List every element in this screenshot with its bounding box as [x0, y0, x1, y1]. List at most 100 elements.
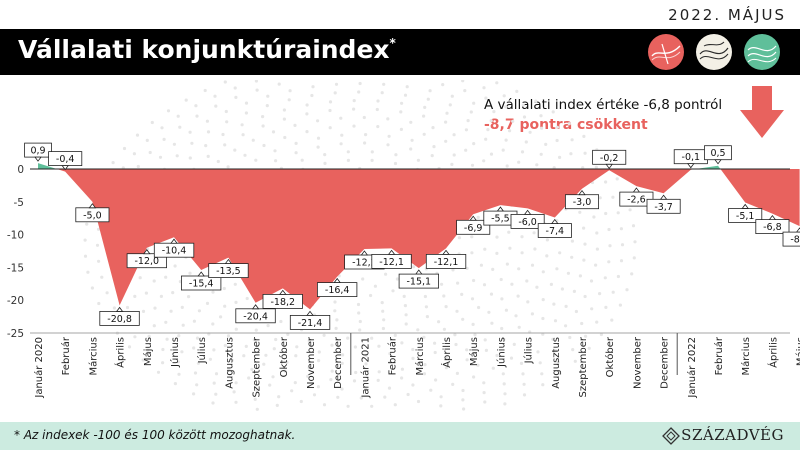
- data-label: 0,5: [704, 145, 732, 165]
- svg-text:-15,1: -15,1: [407, 277, 432, 288]
- x-tick-label: Október: [604, 336, 616, 377]
- y-tick-label: -20: [7, 295, 24, 307]
- svg-text:-12,0: -12,0: [135, 256, 160, 267]
- x-tick-label: December: [333, 336, 344, 389]
- y-tick-label: -5: [14, 197, 24, 209]
- data-label: -5,0: [75, 203, 110, 223]
- data-label: -7,4: [537, 218, 572, 238]
- badge-green-icon: [744, 34, 780, 70]
- svg-text:-5,0: -5,0: [83, 210, 102, 221]
- x-tick-label: Május: [468, 337, 480, 366]
- x-tick-label: Január 2021: [359, 337, 371, 399]
- data-label: -0,2: [592, 149, 627, 169]
- x-tick-label: November: [306, 336, 317, 389]
- svg-text:-12,1: -12,1: [379, 257, 404, 268]
- x-tick-label: Március: [414, 337, 426, 375]
- x-tick-label: Február: [387, 336, 399, 375]
- data-label: -20,4: [235, 304, 276, 324]
- x-tick-label: Január 2020: [33, 337, 45, 399]
- chart: 0 -5 -10 -15 -20 -25 Január 2020 Február Március…: [7, 80, 800, 411]
- data-label: -16,4: [316, 277, 358, 298]
- diamond-logo-icon: [662, 427, 680, 445]
- data-label: -12,1: [371, 249, 412, 269]
- page-title: Vállalati konjunktúraindex*: [18, 35, 396, 64]
- report-date: 2022. MÁJUS: [668, 6, 786, 24]
- x-tick-label: Május: [142, 337, 154, 366]
- x-tick-label: Január 2022: [686, 337, 698, 399]
- data-label: -13,5: [208, 258, 249, 279]
- x-tick-label: Augusztus: [551, 337, 562, 389]
- data-label: -3,7: [646, 194, 681, 214]
- x-tick-label: Április: [440, 337, 453, 368]
- x-tick-label: Július: [196, 337, 208, 364]
- svg-text:-6,0: -6,0: [518, 217, 537, 228]
- svg-text:-0,1: -0,1: [682, 152, 701, 163]
- data-label-layer: 0,9 -0,4 -5,0 -20,8 -12,0-10,4 -15,4-13,5 -20,…: [24, 142, 800, 330]
- x-tick-label: Június: [495, 337, 507, 368]
- svg-text:-6,9: -6,9: [464, 223, 483, 234]
- svg-text:-12,2: -12,2: [352, 258, 377, 269]
- svg-text:-7,4: -7,4: [546, 226, 565, 237]
- x-tick-label: Szeptember: [578, 336, 589, 397]
- x-tick-label: Február: [60, 336, 72, 375]
- area-layer: [38, 163, 800, 310]
- annotation-line-2: -8,7 pontra csökkent: [484, 117, 648, 133]
- x-tick-label: Május: [795, 337, 800, 366]
- svg-text:-21,4: -21,4: [298, 318, 323, 329]
- title-text: Vállalati konjunktúraindex: [18, 35, 390, 64]
- svg-text:-10,4: -10,4: [162, 246, 187, 257]
- annotation-line-1: A vállalati index értéke -6,8 pontról: [484, 97, 723, 113]
- svg-text:0,5: 0,5: [710, 148, 725, 159]
- x-tick-label: December: [660, 336, 671, 389]
- svg-text:-20,8: -20,8: [107, 314, 132, 325]
- svg-text:-20,4: -20,4: [243, 311, 268, 322]
- data-label: -5,1: [728, 203, 763, 223]
- x-tick-label: Március: [87, 337, 99, 375]
- svg-text:-3,0: -3,0: [573, 197, 592, 208]
- footer: * Az indexek -100 és 100 között mozoghat…: [0, 422, 800, 450]
- title-bar: Vállalati konjunktúraindex*: [0, 29, 800, 75]
- footnote: * Az indexek -100 és 100 között mozoghat…: [14, 428, 296, 442]
- series-area-negative: [38, 169, 800, 310]
- data-label: -0,4: [48, 151, 83, 171]
- x-tick-label: November: [632, 336, 643, 389]
- svg-text:-18,2: -18,2: [271, 297, 296, 308]
- svg-text:0,9: 0,9: [30, 146, 45, 157]
- badge-cream-icon: [696, 34, 732, 70]
- title-footnote-mark: *: [389, 35, 396, 50]
- svg-text:-8,7: -8,7: [790, 235, 800, 246]
- x-tick-label: Február: [713, 336, 725, 375]
- data-label: -21,4: [289, 310, 331, 330]
- x-tick-label: Szeptember: [252, 336, 263, 397]
- axis-layer: 0 -5 -10 -15 -20 -25 Január 2020 Február Március…: [7, 164, 800, 399]
- x-tick-label: Július: [523, 337, 535, 364]
- svg-text:-15,4: -15,4: [189, 279, 214, 290]
- data-label: -3,0: [565, 190, 600, 210]
- svg-text:-13,5: -13,5: [216, 266, 241, 277]
- svg-text:-0,4: -0,4: [56, 154, 75, 165]
- y-tick-label: 0: [17, 164, 24, 176]
- data-label: -18,2: [262, 289, 303, 309]
- svg-text:-5,1: -5,1: [736, 211, 755, 222]
- data-label: -0,1: [673, 149, 708, 169]
- brand-logo: SZÁZADVÉG: [681, 426, 784, 444]
- svg-text:-0,2: -0,2: [600, 153, 619, 164]
- data-label: -12,1: [425, 249, 467, 269]
- svg-text:-6,8: -6,8: [763, 222, 782, 233]
- x-tick-label: Augusztus: [224, 337, 235, 389]
- data-label: -6,0: [510, 209, 545, 229]
- svg-text:-5,5: -5,5: [491, 214, 510, 225]
- x-tick-label: Március: [740, 337, 752, 375]
- data-label: -20,8: [99, 306, 140, 326]
- y-tick-label: -10: [7, 230, 24, 242]
- data-label: -6,9: [456, 215, 491, 235]
- data-label: -15,4: [180, 271, 222, 291]
- x-tick-label: Október: [278, 336, 290, 377]
- data-label: -6,8: [755, 214, 790, 235]
- x-tick-label: Április: [766, 337, 779, 368]
- svg-text:-2,6: -2,6: [627, 195, 646, 206]
- data-label: 0,9: [24, 142, 52, 162]
- y-tick-label: -15: [7, 262, 24, 274]
- svg-text:-16,4: -16,4: [325, 285, 350, 296]
- x-tick-label: Június: [169, 337, 181, 368]
